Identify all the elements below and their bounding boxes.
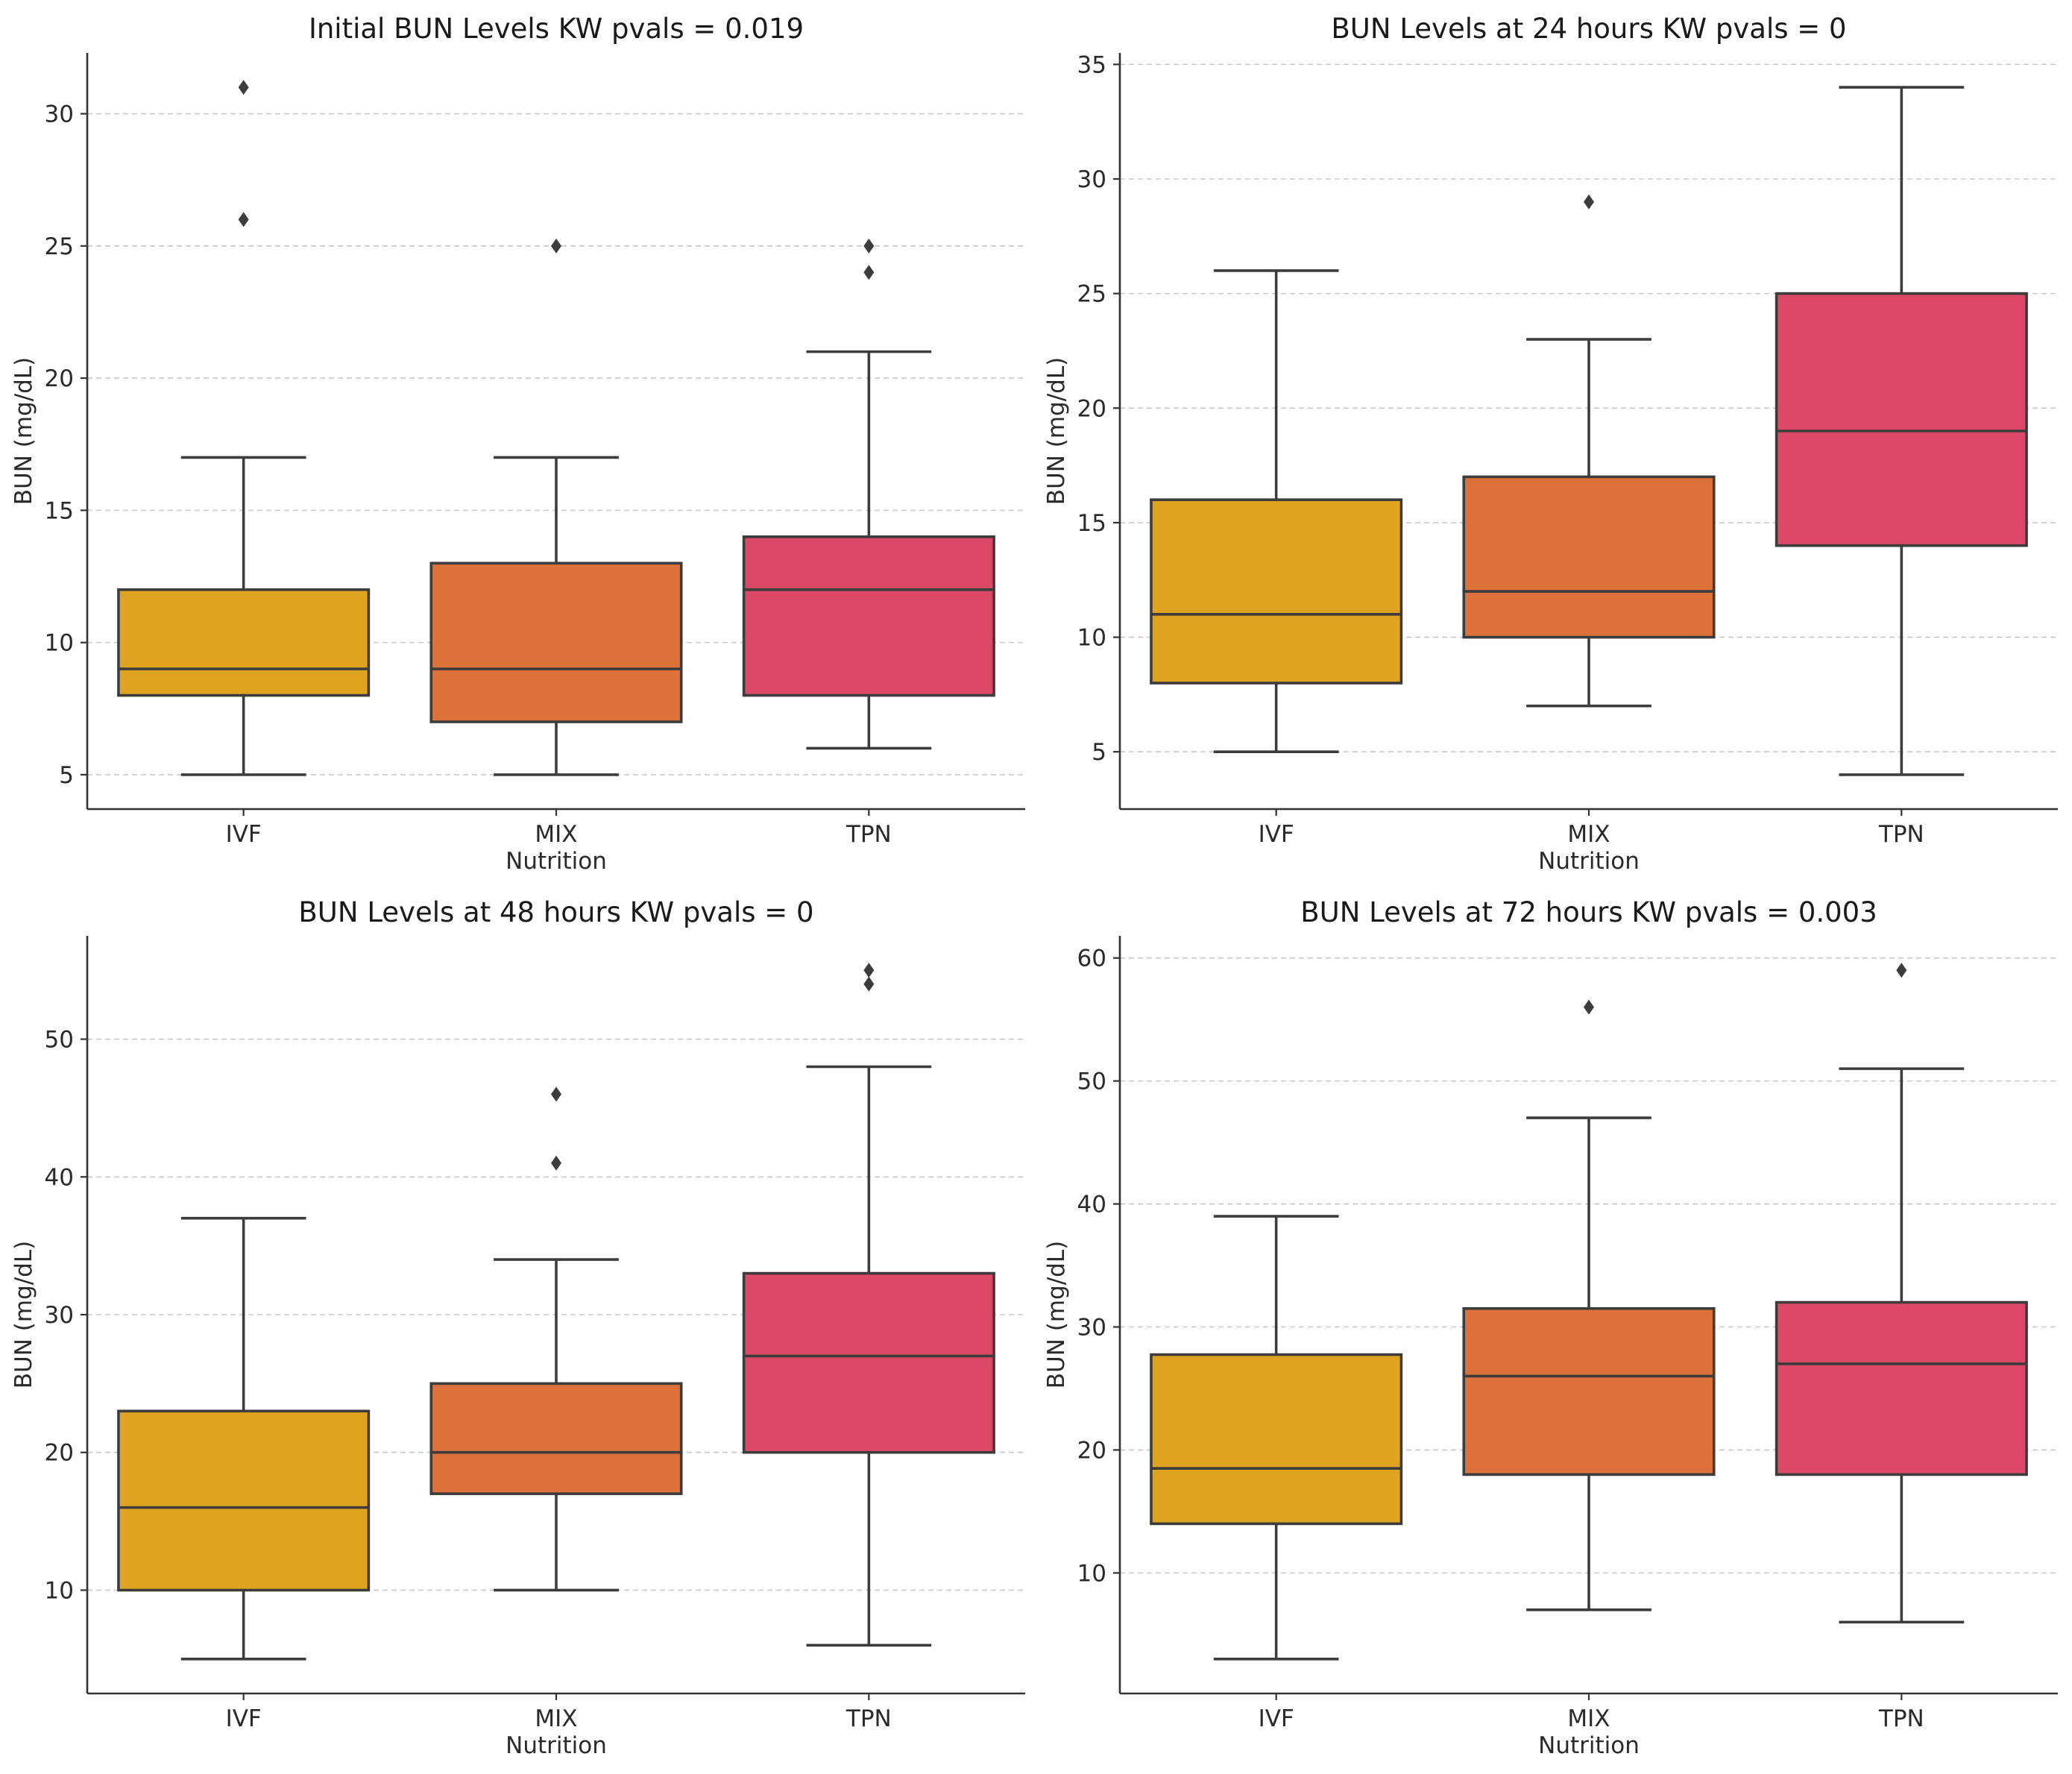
y-tick-label: 20 — [45, 1440, 74, 1467]
y-axis-label: BUN (mg/dL) — [1043, 357, 1070, 505]
x-tick-label: IVF — [1259, 1705, 1294, 1732]
iqr-box — [429, 1382, 683, 1495]
y-tick-label: 35 — [1077, 51, 1106, 78]
x-axis-label: Nutrition — [1538, 1732, 1640, 1759]
box-ivf — [117, 1216, 371, 1661]
box-tpn — [742, 963, 995, 1647]
y-axis-label: BUN (mg/dL) — [10, 357, 37, 505]
outlier-point — [863, 976, 875, 992]
x-tick-label: TPN — [846, 821, 892, 848]
box-mix — [429, 1086, 683, 1592]
y-axis-label: BUN (mg/dL) — [10, 1241, 37, 1388]
x-tick-label: TPN — [1878, 821, 1924, 848]
box-ivf — [1150, 1215, 1403, 1661]
iqr-box — [1150, 498, 1403, 685]
iqr-box — [117, 588, 371, 697]
outlier-point — [551, 1086, 561, 1102]
x-tick-label: MIX — [535, 1705, 577, 1732]
subplot-24-hours: BUN Levels at 24 hours KW pvals = 0 Nutr… — [1043, 13, 2058, 875]
box-mix — [1462, 194, 1716, 708]
x-tick-label: TPN — [1878, 1705, 1924, 1732]
subplot-initial: Initial BUN Levels KW pvals = 0.019 Nutr… — [10, 13, 1025, 875]
box-tpn — [1775, 963, 2028, 1624]
outlier-point — [863, 963, 875, 978]
y-tick-label: 20 — [45, 365, 74, 392]
box-ivf — [1150, 269, 1403, 753]
y-tick-label: 30 — [45, 101, 74, 128]
x-tick-label: MIX — [535, 821, 577, 848]
y-tick-label: 30 — [1077, 1314, 1106, 1341]
y-axis-label: BUN (mg/dL) — [1043, 1241, 1070, 1388]
outlier-point — [1584, 194, 1594, 210]
iqr-box — [1462, 1306, 1716, 1476]
outlier-point — [238, 80, 249, 95]
iqr-box — [429, 562, 683, 723]
outlier-point — [238, 212, 249, 227]
y-tick-label: 40 — [45, 1164, 74, 1191]
x-tick-label: IVF — [226, 821, 262, 848]
x-tick-label: IVF — [226, 1705, 262, 1732]
y-tick-label: 20 — [1077, 395, 1106, 422]
iqr-box — [1775, 1300, 2028, 1476]
y-tick-label: 15 — [45, 497, 74, 524]
iqr-box — [117, 1409, 371, 1592]
x-tick-label: MIX — [1567, 1705, 1610, 1732]
x-tick-label: TPN — [846, 1705, 892, 1732]
y-tick-label: 5 — [1092, 739, 1106, 766]
chart-title: BUN Levels at 72 hours KW pvals = 0.003 — [1300, 896, 1877, 928]
x-axis-label: Nutrition — [506, 848, 607, 875]
x-axis-label: Nutrition — [1538, 848, 1640, 875]
y-tick-label: 50 — [45, 1027, 74, 1054]
y-tick-label: 10 — [45, 1577, 74, 1604]
y-tick-label: 25 — [1077, 281, 1106, 308]
y-tick-label: 10 — [45, 630, 74, 657]
x-tick-label: MIX — [1567, 821, 1610, 848]
iqr-box — [742, 535, 995, 697]
iqr-box — [1775, 292, 2028, 547]
y-tick-label: 15 — [1077, 510, 1106, 537]
y-tick-label: 10 — [1077, 1560, 1106, 1587]
chart-title: Initial BUN Levels KW pvals = 0.019 — [309, 13, 804, 45]
outlier-point — [1584, 999, 1594, 1015]
outlier-point — [551, 238, 561, 254]
y-tick-label: 30 — [45, 1302, 74, 1329]
box-mix — [1462, 999, 1716, 1611]
y-tick-label: 25 — [45, 233, 74, 260]
y-tick-label: 40 — [1077, 1192, 1106, 1218]
x-tick-label: IVF — [1259, 821, 1294, 848]
iqr-box — [1462, 475, 1716, 639]
y-tick-label: 50 — [1077, 1069, 1106, 1095]
outlier-point — [1896, 963, 1907, 978]
box-tpn — [742, 238, 995, 750]
chart-title: BUN Levels at 24 hours KW pvals = 0 — [1331, 13, 1846, 45]
y-tick-label: 30 — [1077, 166, 1106, 193]
x-axis-label: Nutrition — [506, 1732, 607, 1759]
outlier-point — [863, 265, 875, 280]
box-mix — [429, 238, 683, 776]
subplot-72-hours: BUN Levels at 72 hours KW pvals = 0.003 … — [1043, 896, 2058, 1759]
outlier-point — [551, 1155, 561, 1171]
y-tick-label: 5 — [59, 762, 74, 789]
y-tick-label: 60 — [1077, 946, 1106, 972]
y-tick-label: 10 — [1077, 625, 1106, 652]
y-tick-label: 20 — [1077, 1437, 1106, 1464]
outlier-point — [863, 238, 875, 254]
subplot-48-hours: BUN Levels at 48 hours KW pvals = 0 Nutr… — [10, 896, 1025, 1759]
chart-title: BUN Levels at 48 hours KW pvals = 0 — [298, 896, 813, 928]
iqr-box — [742, 1271, 995, 1454]
box-ivf — [117, 80, 371, 776]
iqr-box — [1150, 1353, 1403, 1526]
box-tpn — [1775, 86, 2028, 776]
